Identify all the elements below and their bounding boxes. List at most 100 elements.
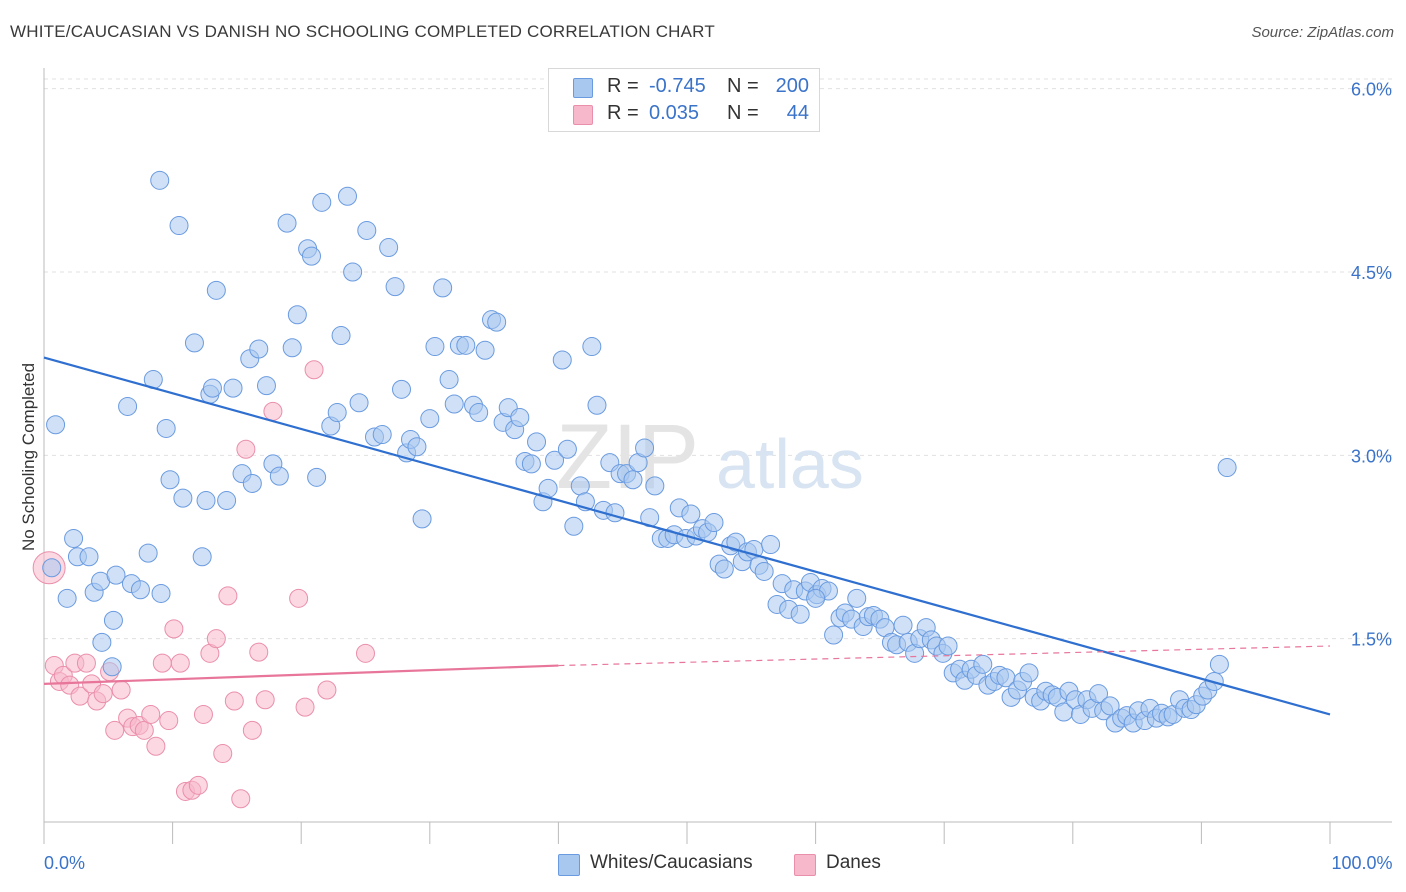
whites-point <box>392 379 412 399</box>
legend-label-whites: Whites/Caucasians <box>590 852 753 873</box>
danes-point <box>206 629 226 649</box>
whites-trend-line <box>43 356 1331 716</box>
whites-point <box>557 439 577 459</box>
danes-point <box>93 684 113 704</box>
whites-point <box>282 338 302 358</box>
danes-point <box>236 439 256 459</box>
whites-point <box>169 216 189 236</box>
danes-point <box>159 711 179 731</box>
whites-point <box>582 337 602 357</box>
danes-trend-extension <box>558 645 1331 667</box>
whites-point <box>301 246 321 266</box>
whites-point <box>256 376 276 396</box>
whites-point <box>192 547 212 567</box>
whites-point <box>824 625 844 645</box>
whites-point <box>1209 654 1229 674</box>
whites-point <box>277 213 297 233</box>
whites-point <box>564 516 584 536</box>
chart-source: Source: ZipAtlas.com <box>1251 24 1394 41</box>
danes-point <box>146 736 166 756</box>
whites-point <box>331 326 351 346</box>
r-label: R = <box>607 102 639 124</box>
whites-point <box>425 337 445 357</box>
axes: 1.5% 3.0% 4.5% 6.0% 0.0% 100.0% <box>43 68 1393 873</box>
whites-legend-swatch <box>558 854 580 876</box>
danes-point <box>152 653 172 673</box>
whites-point <box>714 559 734 579</box>
n-label: N = <box>727 75 759 97</box>
whites-point <box>156 418 176 438</box>
whites-point <box>521 454 541 474</box>
whites-point <box>973 654 993 674</box>
trend-lines <box>43 356 1331 716</box>
whites-point <box>444 394 464 414</box>
whites-point <box>242 473 262 493</box>
x-tick-label: 0.0% <box>44 853 85 873</box>
r-value: -0.745 <box>649 75 706 97</box>
whites-point <box>327 403 347 423</box>
n-value: 200 <box>775 75 809 97</box>
whites-point <box>469 403 489 423</box>
n-value: 44 <box>786 102 809 124</box>
whites-point <box>217 491 237 511</box>
danes-point <box>188 775 208 795</box>
whites-point <box>475 340 495 360</box>
whites-point <box>102 657 122 677</box>
danes-point <box>213 744 233 764</box>
whites-point <box>349 393 369 413</box>
y-tick-label: 4.5% <box>1351 263 1392 283</box>
whites-point <box>337 186 357 206</box>
legend-label-danes: Danes <box>826 852 881 873</box>
x-tick-label: 100.0% <box>1331 853 1392 873</box>
whites-point <box>173 488 193 508</box>
danes-point <box>105 720 125 740</box>
whites-point <box>433 278 453 298</box>
whites-point <box>704 513 724 533</box>
whites-point <box>456 335 476 355</box>
whites-point <box>645 476 665 496</box>
whites-point <box>420 409 440 429</box>
watermark-atlas: atlas <box>716 425 864 503</box>
y-tick-label: 1.5% <box>1351 630 1392 650</box>
danes-point <box>224 691 244 711</box>
whites-point <box>385 277 405 297</box>
r-label: R = <box>607 75 639 97</box>
danes-point <box>249 642 269 662</box>
whites-point <box>269 466 289 486</box>
whites-point <box>138 543 158 563</box>
whites-swatch <box>573 78 593 98</box>
whites-point <box>552 350 572 370</box>
danes-trend-line <box>43 664 559 685</box>
chart-title: WHITE/CAUCASIAN VS DANISH NO SCHOOLING C… <box>10 22 715 41</box>
whites-point <box>202 378 222 398</box>
whites-point <box>623 470 643 490</box>
whites-point <box>223 378 243 398</box>
whites-point <box>847 588 867 608</box>
danes-point <box>289 588 309 608</box>
whites-point <box>1019 663 1039 683</box>
whites-point <box>681 504 701 524</box>
whites-point <box>249 339 269 359</box>
danes-point <box>255 690 275 710</box>
whites-point <box>1217 458 1237 478</box>
whites-point <box>151 583 171 603</box>
whites-point <box>806 588 826 608</box>
danes-point <box>193 704 213 724</box>
whites-point <box>184 333 204 353</box>
whites-point <box>287 305 307 325</box>
whites-point <box>103 610 123 630</box>
whites-point <box>92 632 112 652</box>
danes-point <box>218 586 238 606</box>
danes-point <box>231 789 251 809</box>
whites-point <box>938 636 958 656</box>
danes-point <box>170 653 190 673</box>
whites-point <box>206 280 226 300</box>
r-value: 0.035 <box>649 102 700 124</box>
whites-point <box>527 432 547 452</box>
danes-point <box>76 653 96 673</box>
whites-point <box>412 509 432 529</box>
whites-point <box>635 438 655 458</box>
whites-point <box>790 604 810 624</box>
whites-point <box>570 476 590 496</box>
